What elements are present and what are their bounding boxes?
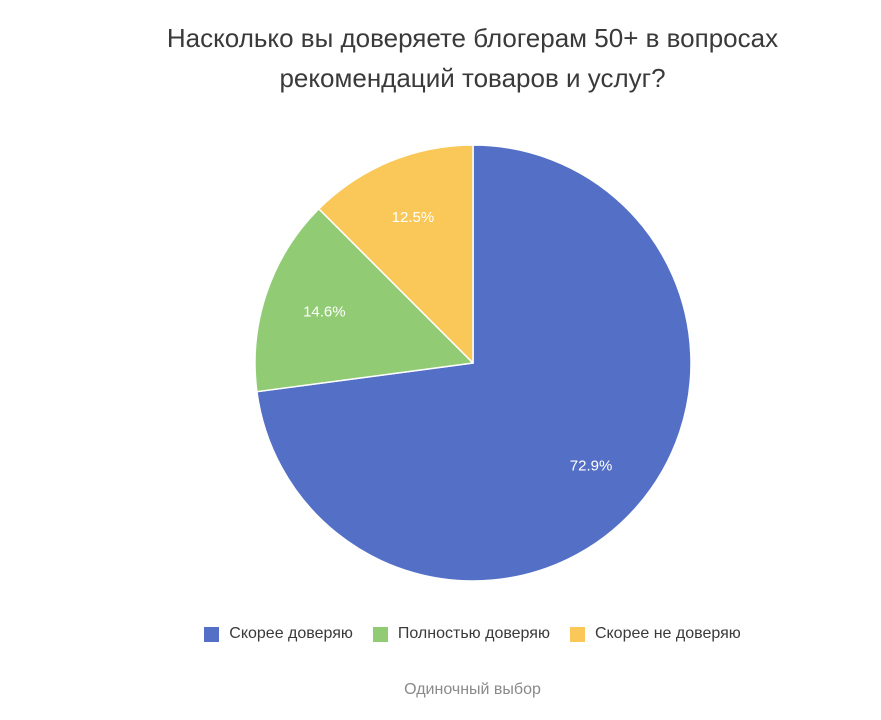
slice-skoree-doveryayu[interactable] [256,144,692,582]
slice-label-polnostyu-doveryayu: 14.6% [303,304,346,321]
chart-title: Насколько вы доверяете блогерам 50+ в во… [120,18,825,98]
legend-swatch [372,626,388,642]
chart-title-line-1: Насколько вы доверяете блогерам 50+ в во… [166,23,779,53]
pie-slices [254,144,692,582]
legend-item-skoree-ne-doveryayu[interactable]: Скорее не доверяю [569,625,741,643]
legend-label: Скорее не доверяю [594,625,741,642]
slice-skoree-ne-doveryayu[interactable] [318,144,474,364]
legend: Скорее доверяю Полностью доверяю Скорее … [0,625,881,643]
legend-item-skoree-doveryayu[interactable]: Скорее доверяю [204,625,353,643]
legend-label: Полностью доверяю [397,625,550,642]
slice-polnostyu-doveryayu[interactable] [254,208,474,393]
legend-swatch [569,626,585,642]
legend-swatch [204,626,220,642]
footnote: Одиночный выбор [404,681,541,698]
pie-slice-labels: 72.9% 14.6% 12.5% [303,209,612,474]
legend-item-polnostyu-doveryayu[interactable]: Полностью доверяю [372,625,550,643]
legend-label: Скорее доверяю [229,625,353,642]
slice-label-skoree-doveryayu: 72.9% [570,457,613,474]
chart-title-line-2: рекомендаций товаров и услуг? [279,63,666,93]
slice-label-skoree-ne-doveryayu: 12.5% [392,209,435,226]
pie-chart: 72.9% 14.6% 12.5% [254,144,692,582]
